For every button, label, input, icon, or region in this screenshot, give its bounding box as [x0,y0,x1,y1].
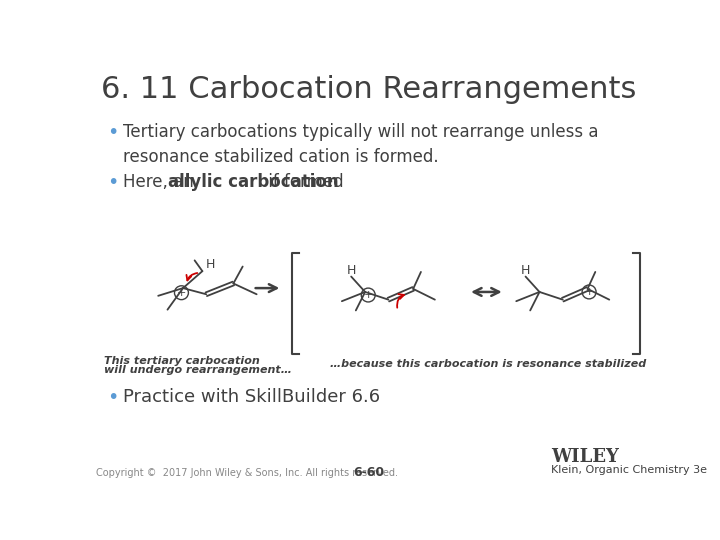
Text: Tertiary carbocations typically will not rearrange unless a
resonance stabilized: Tertiary carbocations typically will not… [122,123,598,166]
Text: H: H [205,258,215,271]
Text: 6. 11 Carbocation Rearrangements: 6. 11 Carbocation Rearrangements [102,75,636,104]
Text: Here, an: Here, an [122,173,199,191]
Text: +: + [585,287,594,297]
Text: •: • [107,123,118,141]
Text: allylic carbocation: allylic carbocation [168,173,338,191]
Text: 6-60: 6-60 [354,467,384,480]
Text: •: • [107,173,118,192]
Text: Klein, Organic Chemistry 3e: Klein, Organic Chemistry 3e [551,465,707,475]
FancyArrowPatch shape [397,294,404,308]
Text: Practice with SkillBuilder 6.6: Practice with SkillBuilder 6.6 [122,388,379,406]
Text: Copyright ©  2017 John Wiley & Sons, Inc. All rights reserved.: Copyright © 2017 John Wiley & Sons, Inc.… [96,468,398,478]
Text: WILEY: WILEY [551,449,619,467]
Text: H: H [346,264,356,277]
Text: if formed: if formed [263,173,343,191]
Text: will undergo rearrangement…: will undergo rearrangement… [104,365,292,375]
FancyArrowPatch shape [186,273,197,280]
Text: …because this carbocation is resonance stabilized: …because this carbocation is resonance s… [330,359,647,369]
Text: •: • [107,388,118,407]
Text: This tertiary carbocation: This tertiary carbocation [104,356,260,366]
Text: +: + [177,288,186,298]
Text: +: + [364,290,373,300]
Text: H: H [521,264,530,277]
